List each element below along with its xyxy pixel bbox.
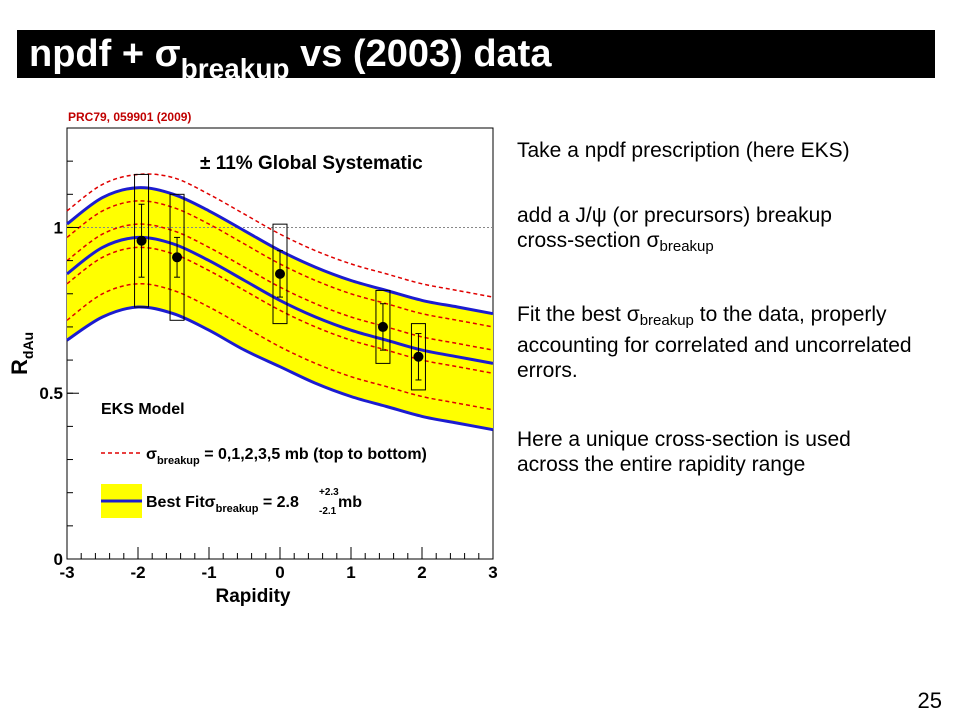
legend-band-label: Best Fitσbreakup = 2.8 xyxy=(146,494,299,515)
slide-title: npdf + σbreakup vs (2003) data xyxy=(29,33,552,84)
data-points-group xyxy=(134,173,426,391)
y-axis-label-main: R xyxy=(7,359,32,375)
title-main: npdf + xyxy=(29,33,155,75)
title-rest: vs (2003) data xyxy=(289,33,552,75)
x-tick-label-5: 2 xyxy=(417,563,426,582)
data-point-4 xyxy=(413,351,424,362)
legend-title: EKS Model xyxy=(101,401,185,418)
citation: PRC79, 059901 (2009) xyxy=(68,110,192,124)
systematic-box-2 xyxy=(272,223,288,325)
data-point-1 xyxy=(172,252,183,263)
y-tick-label-2: 1 xyxy=(54,218,63,237)
p2-sigma: σ xyxy=(646,229,660,252)
y-tick-label-0: 0 xyxy=(54,550,63,569)
p3-subscript: breakup xyxy=(639,312,694,329)
p1-text: Take a npdf prescription (here EKS) xyxy=(517,139,850,162)
best-fit-band xyxy=(67,187,493,430)
p4-text: Here a unique cross-section is used acro… xyxy=(517,428,851,476)
legend-band-sub: breakup xyxy=(216,503,259,515)
rdau-chart: -3 -2 -1 0 1 2 300.51 ± 11% Global Systematic … xyxy=(7,127,498,607)
systematic-box-1 xyxy=(169,193,185,321)
legend-band-sigma: σ xyxy=(205,494,216,511)
p2-line2: cross-section xyxy=(517,229,647,252)
y-axis-label-sub: dAu xyxy=(20,332,36,359)
text-paragraph-2: add a J/ψ (or precursors) breakup cross-s… xyxy=(517,203,957,259)
text-paragraph-1: Take a npdf prescription (here EKS) xyxy=(517,138,957,163)
sigma-curve-0 xyxy=(66,173,494,298)
chart-legend: EKS Model σbreakup = 0,1,2,3,5 mb (top t… xyxy=(101,401,427,518)
x-tick-label-0: -3 xyxy=(59,563,74,582)
legend-red-sub: breakup xyxy=(157,455,200,467)
p2-line1: add a J/ψ (or precursors) breakup xyxy=(517,204,832,227)
legend-band-eq: = 2.8 xyxy=(258,494,299,511)
text-paragraph-3: Fit the best σbreakup to the data, prope… xyxy=(517,302,937,383)
legend-red-sigma: σ xyxy=(146,446,157,463)
data-point-0 xyxy=(136,235,147,246)
x-tick-label-3: 0 xyxy=(275,563,284,582)
page-number: 25 xyxy=(917,688,942,713)
systematic-box-4 xyxy=(410,323,426,391)
best-fit-band-group xyxy=(67,187,493,430)
legend-band-prefix: Best Fit xyxy=(146,494,205,511)
systematic-box-3 xyxy=(375,289,391,364)
p3-start: Fit the best xyxy=(517,303,627,326)
y-axis-label: RdAu xyxy=(7,332,36,375)
title-sigma: σ xyxy=(154,33,181,75)
p3-end: to the data, properly accounting for cor… xyxy=(517,303,912,382)
sigma-curve-4 xyxy=(66,283,494,411)
axes-group: -3 -2 -1 0 1 2 3 0 0.5 1 xyxy=(39,127,498,582)
text-paragraph-4: Here a unique cross-section is used acro… xyxy=(517,427,917,477)
x-axis-label: Rapidity xyxy=(216,586,291,607)
slide-title-bar: npdf + σbreakup vs (2003) data xyxy=(17,30,935,84)
systematic-box-0 xyxy=(134,173,150,308)
data-point-2 xyxy=(275,268,285,279)
legend-band-dn: -2.1 xyxy=(319,506,337,517)
title-subscript: breakup xyxy=(180,53,290,84)
data-point-3 xyxy=(377,321,388,332)
legend-band-unit: mb xyxy=(338,494,362,511)
systematic-label: ± 11% Global Systematic xyxy=(200,153,423,174)
p3-sigma: σ xyxy=(626,303,640,326)
y-tick-label-1: 0.5 xyxy=(39,384,63,403)
svg-text:RdAu: RdAu xyxy=(7,332,36,375)
legend-red-label: σbreakup = 0,1,2,3,5 mb (top to bottom) xyxy=(146,446,427,467)
sigma-curve-3 xyxy=(66,246,494,375)
x-tick-label-2: -1 xyxy=(201,563,216,582)
legend-red-rest: = 0,1,2,3,5 mb (top to bottom) xyxy=(200,446,427,463)
x-tick-label-1: -2 xyxy=(130,563,145,582)
p2-subscript: breakup xyxy=(659,238,714,255)
x-tick-label-4: 1 xyxy=(346,563,355,582)
legend-band-up: +2.3 xyxy=(319,487,339,498)
x-tick-label-6: 3 xyxy=(488,563,497,582)
